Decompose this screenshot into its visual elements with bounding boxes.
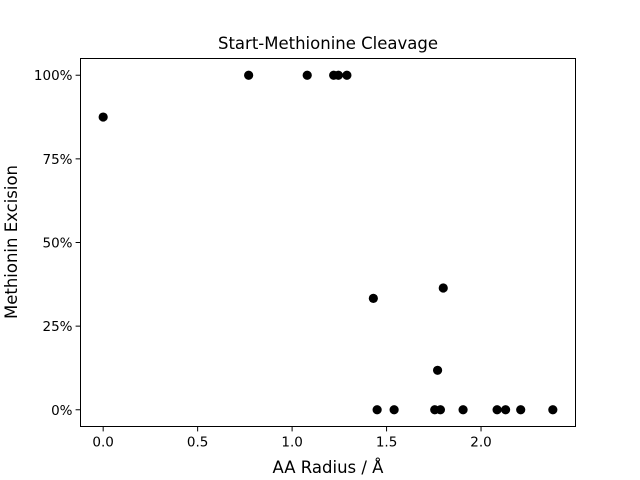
y-tick-label: 50% — [42, 236, 72, 252]
data-point — [389, 405, 399, 415]
x-axis-ticks: 0.0 0.5 1.0 1.5 2.0 — [92, 426, 492, 451]
data-point — [432, 365, 443, 375]
x-tick-label: 2.0 — [470, 435, 491, 451]
x-tick-label: 0.5 — [187, 435, 208, 451]
data-point — [516, 405, 526, 415]
plot-frame — [80, 58, 576, 427]
chart-title: Start-Methionine Cleavage — [218, 34, 438, 53]
data-point — [435, 405, 446, 415]
data-point — [368, 293, 378, 303]
data-point — [302, 70, 312, 80]
data-point — [244, 70, 254, 80]
x-axis-label: AA Radius / Å — [273, 458, 385, 477]
y-tick-label: 100% — [34, 68, 73, 84]
data-point — [333, 70, 343, 80]
data-point — [342, 70, 352, 80]
data-point — [458, 405, 468, 415]
y-axis-label: Methionin Excision — [2, 165, 21, 319]
y-tick-label: 25% — [42, 319, 72, 335]
data-point — [372, 405, 382, 415]
x-tick-label: 1.0 — [281, 435, 302, 451]
y-axis-ticks: 0% 25% 50% 75% 100% — [34, 68, 81, 419]
x-tick-label: 0.0 — [92, 435, 113, 451]
data-point — [492, 405, 502, 415]
y-tick-label: 75% — [42, 152, 72, 168]
data-point — [500, 405, 511, 415]
data-point — [438, 283, 448, 293]
y-tick-label: 0% — [51, 403, 73, 419]
data-point — [548, 405, 558, 415]
data-point — [98, 112, 108, 122]
data-points — [98, 70, 558, 415]
x-tick-label: 1.5 — [376, 435, 397, 451]
